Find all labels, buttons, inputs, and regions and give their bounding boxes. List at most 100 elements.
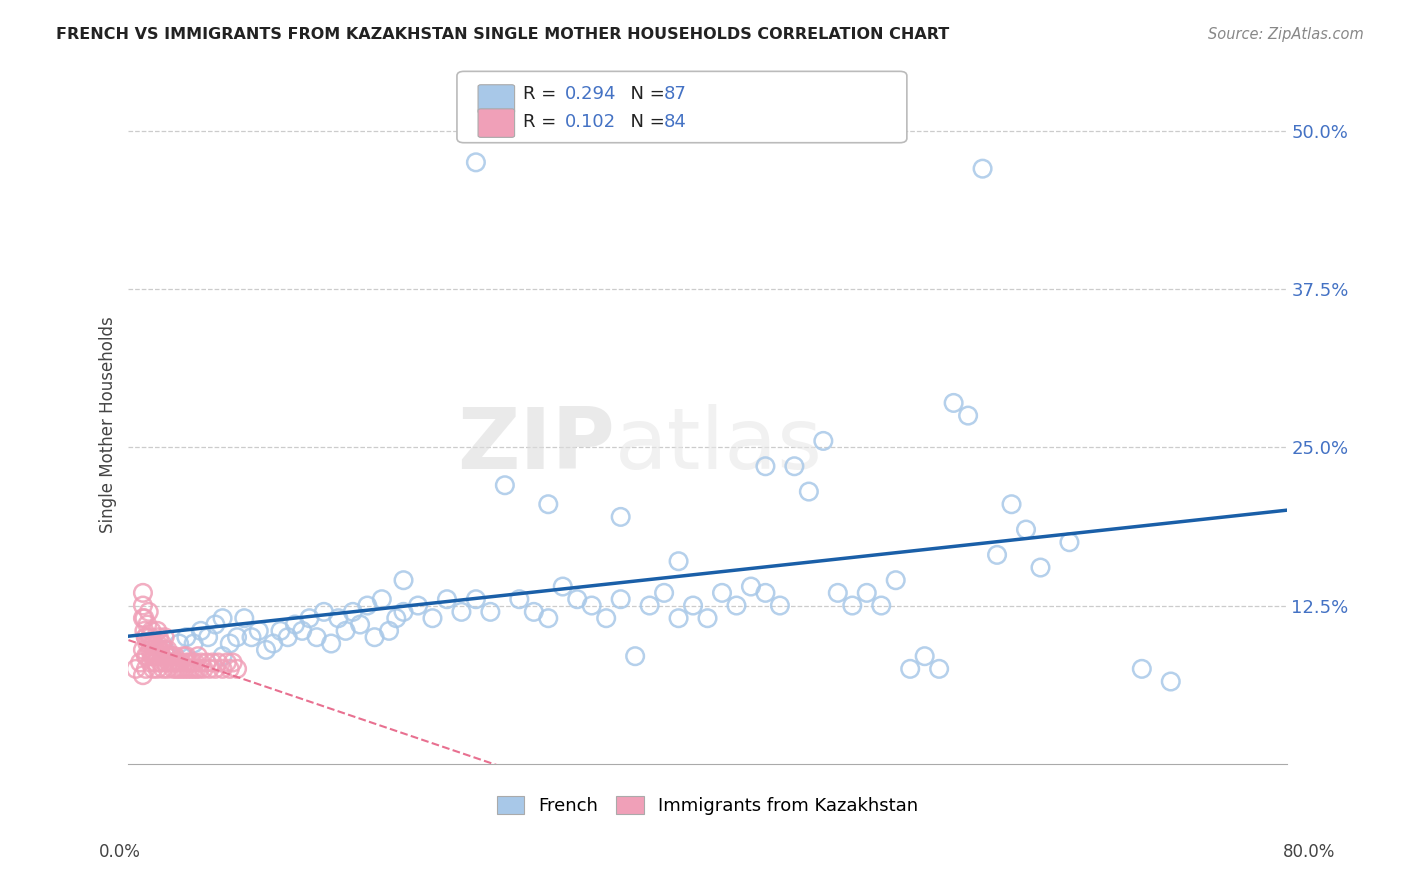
Point: [1130, 662, 1153, 676]
Point: [754, 459, 776, 474]
Text: R =: R =: [523, 85, 562, 103]
Point: [176, 630, 198, 644]
Point: [183, 662, 205, 676]
Point: [156, 662, 179, 676]
Text: FRENCH VS IMMIGRANTS FROM KAZAKHSTAN SINGLE MOTHER HOUSEHOLDS CORRELATION CHART: FRENCH VS IMMIGRANTS FROM KAZAKHSTAN SIN…: [56, 27, 949, 42]
Point: [754, 586, 776, 600]
Point: [406, 599, 429, 613]
Point: [204, 617, 226, 632]
Point: [494, 478, 516, 492]
Point: [138, 605, 160, 619]
Text: N =: N =: [619, 85, 671, 103]
Point: [855, 586, 877, 600]
Point: [132, 599, 155, 613]
Point: [624, 649, 647, 664]
Point: [291, 624, 314, 638]
Point: [160, 649, 183, 664]
Point: [167, 662, 190, 676]
Point: [356, 599, 378, 613]
Point: [349, 617, 371, 632]
Point: [177, 662, 200, 676]
Point: [1059, 535, 1081, 549]
Point: [870, 599, 893, 613]
Point: [186, 662, 208, 676]
Point: [215, 656, 238, 670]
Point: [371, 592, 394, 607]
Point: [141, 649, 163, 664]
Point: [609, 509, 631, 524]
Point: [136, 636, 159, 650]
Point: [150, 636, 173, 650]
Legend: French, Immigrants from Kazakhstan: French, Immigrants from Kazakhstan: [489, 789, 925, 822]
Point: [135, 630, 157, 644]
Point: [197, 630, 219, 644]
Point: [335, 624, 357, 638]
Point: [157, 656, 180, 670]
Point: [184, 656, 207, 670]
Point: [139, 656, 162, 670]
Y-axis label: Single Mother Households: Single Mother Households: [100, 317, 117, 533]
Point: [1015, 523, 1038, 537]
Point: [134, 611, 156, 625]
Point: [652, 586, 675, 600]
Point: [269, 624, 291, 638]
Point: [218, 636, 240, 650]
Point: [143, 649, 166, 664]
Point: [188, 662, 211, 676]
Point: [305, 630, 328, 644]
Point: [159, 649, 181, 664]
Point: [183, 636, 205, 650]
Point: [174, 662, 197, 676]
Point: [523, 605, 546, 619]
Point: [422, 611, 444, 625]
Point: [179, 656, 201, 670]
Point: [150, 649, 173, 664]
Point: [312, 605, 335, 619]
Point: [153, 656, 176, 670]
Point: [928, 662, 950, 676]
Point: [170, 662, 193, 676]
Point: [142, 662, 165, 676]
Point: [207, 656, 229, 670]
Point: [153, 643, 176, 657]
Point: [172, 649, 194, 664]
Text: Source: ZipAtlas.com: Source: ZipAtlas.com: [1208, 27, 1364, 42]
Point: [148, 643, 170, 657]
Point: [190, 656, 212, 670]
Point: [166, 656, 188, 670]
Point: [152, 662, 174, 676]
Point: [254, 643, 277, 657]
Point: [132, 643, 155, 657]
Point: [146, 649, 169, 664]
Point: [163, 649, 186, 664]
Point: [142, 649, 165, 664]
Point: [378, 624, 401, 638]
Point: [218, 662, 240, 676]
Text: ZIP: ZIP: [457, 404, 614, 487]
Point: [195, 656, 218, 670]
Point: [211, 611, 233, 625]
Point: [155, 649, 177, 664]
Point: [135, 662, 157, 676]
Point: [136, 617, 159, 632]
Point: [143, 636, 166, 650]
Point: [187, 649, 209, 664]
Point: [321, 636, 343, 650]
Point: [190, 624, 212, 638]
Point: [769, 599, 792, 613]
Point: [162, 662, 184, 676]
Point: [595, 611, 617, 625]
Point: [884, 573, 907, 587]
Point: [149, 643, 172, 657]
Point: [668, 554, 690, 568]
Point: [942, 396, 965, 410]
Text: atlas: atlas: [614, 404, 823, 487]
Point: [392, 573, 415, 587]
Point: [132, 586, 155, 600]
Text: N =: N =: [619, 113, 671, 131]
Point: [813, 434, 835, 448]
Point: [342, 605, 364, 619]
Point: [537, 611, 560, 625]
Point: [479, 605, 502, 619]
Point: [180, 662, 202, 676]
